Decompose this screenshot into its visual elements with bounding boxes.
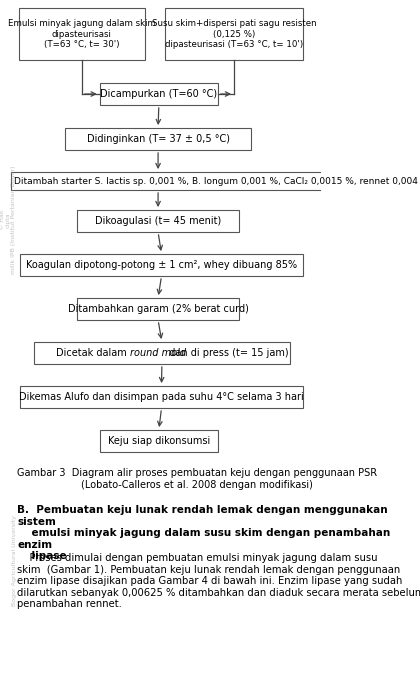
Text: Dikoagulasi (t= 45 menit): Dikoagulasi (t= 45 menit) xyxy=(95,216,221,226)
Text: © Hak
cipta
milik IPB (Institut Pertanian Bogor): © Hak cipta milik IPB (Institut Pertania… xyxy=(0,166,16,274)
Text: B.  Pembuatan keju lunak rendah lemak dengan menggunakan sistem
    emulsi minya: B. Pembuatan keju lunak rendah lemak den… xyxy=(17,505,391,561)
FancyBboxPatch shape xyxy=(165,8,303,60)
Text: Keju siap dikonsumsi: Keju siap dikonsumsi xyxy=(108,436,210,446)
Text: Ditambahkan garam (2% berat curd): Ditambahkan garam (2% berat curd) xyxy=(68,304,249,314)
FancyBboxPatch shape xyxy=(100,83,218,105)
FancyBboxPatch shape xyxy=(11,172,328,190)
Text: Bogor Agricultural University: Bogor Agricultural University xyxy=(12,514,17,605)
FancyBboxPatch shape xyxy=(77,210,239,232)
FancyBboxPatch shape xyxy=(21,254,303,276)
Text: Dicetak dalam: Dicetak dalam xyxy=(56,348,130,358)
Text: Dicampurkan (T=60 °C): Dicampurkan (T=60 °C) xyxy=(100,89,218,99)
Text: dan di press (t= 15 jam): dan di press (t= 15 jam) xyxy=(163,348,289,358)
Text: Gambar 3  Diagram alir proses pembuatan keju dengan penggunaan PSR
(Lobato-Calle: Gambar 3 Diagram alir proses pembuatan k… xyxy=(17,468,378,489)
FancyBboxPatch shape xyxy=(34,342,290,364)
Text: round mold: round mold xyxy=(130,348,186,358)
Text: Proses dimulai dengan pembuatan emulsi minyak jagung dalam susu
skim  (Gambar 1): Proses dimulai dengan pembuatan emulsi m… xyxy=(17,553,420,609)
FancyBboxPatch shape xyxy=(19,8,145,60)
FancyBboxPatch shape xyxy=(77,298,239,320)
Text: Koagulan dipotong-potong ± 1 cm², whey dibuang 85%: Koagulan dipotong-potong ± 1 cm², whey d… xyxy=(26,260,297,270)
FancyBboxPatch shape xyxy=(66,128,251,150)
FancyBboxPatch shape xyxy=(100,430,218,452)
Text: Ditambah starter S. lactis sp. 0,001 %, B. longum 0,001 %, CaCl₂ 0,0015 %, renne: Ditambah starter S. lactis sp. 0,001 %, … xyxy=(14,176,418,185)
FancyBboxPatch shape xyxy=(21,386,303,408)
Text: Dikemas Alufo dan disimpan pada suhu 4°C selama 3 hari: Dikemas Alufo dan disimpan pada suhu 4°C… xyxy=(19,392,304,402)
Text: Didinginkan (T= 37 ± 0,5 °C): Didinginkan (T= 37 ± 0,5 °C) xyxy=(87,134,230,144)
Text: Emulsi minyak jagung dalam skim
dipasteurisasi
(T=63 °C, t= 30'): Emulsi minyak jagung dalam skim dipasteu… xyxy=(8,19,156,49)
Text: Susu skim+dispersi pati sagu resisten
(0,125 %)
dipasteurisasi (T=63 °C, t= 10'): Susu skim+dispersi pati sagu resisten (0… xyxy=(152,19,316,49)
